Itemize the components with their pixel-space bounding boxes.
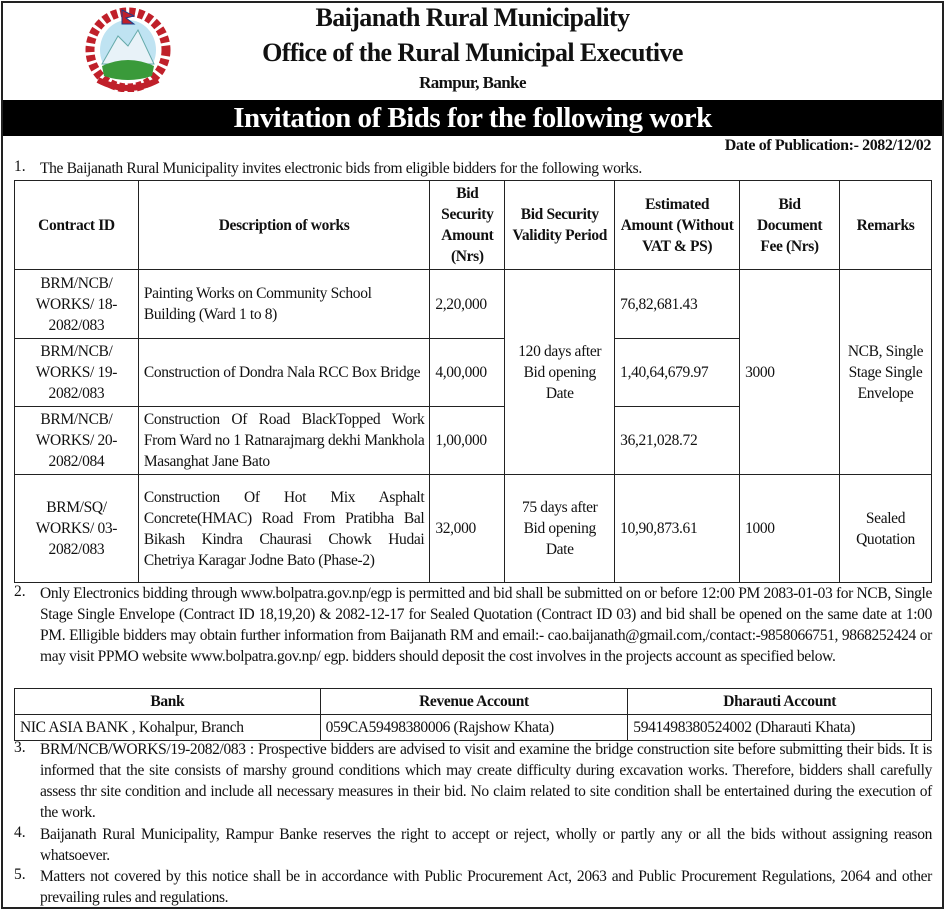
item-number: 1. (14, 158, 26, 175)
item-5-text: Matters not covered by this notice shall… (40, 868, 932, 906)
dharauti-account: 5941498380524002 (Dharauti Khata) (627, 714, 932, 741)
table-row: BRM/NCB/ WORKS/ 20-2082/084 Construction… (14, 406, 932, 475)
revenue-account: 059CA59498380006 (Rajshow Khata) (319, 714, 629, 741)
column-header: Remarks (839, 180, 932, 270)
remarks: Sealed Quotation (839, 474, 932, 583)
remarks: NCB, Single Stage Single Envelope (839, 269, 932, 475)
document-fee: 1000 (739, 474, 841, 583)
contract-id: BRM/NCB/ WORKS/ 18-2082/083 (14, 269, 139, 339)
bid-security: 4,00,000 (429, 338, 506, 407)
work-description: Construction Of Road BlackTopped Work Fr… (137, 406, 431, 475)
estimated-amount: 36,21,028.72 (614, 406, 741, 475)
publication-date: Date of Publication:- 2082/12/02 (724, 137, 932, 154)
column-header: Estimated Amount (Without VAT & PS) (614, 180, 741, 270)
bid-security: 1,00,000 (429, 406, 506, 475)
notice-banner: Invitation of Bids for the following wor… (3, 100, 942, 136)
item-3-text: BRM/NCB/WORKS/19-2082/083 : Prospective … (40, 741, 932, 821)
bid-security: 32,000 (429, 474, 506, 583)
column-header: Bid Security Amount (Nrs) (429, 180, 506, 270)
contract-id: BRM/SQ/ WORKS/ 03-2082/083 (14, 474, 139, 583)
contract-id: BRM/NCB/ WORKS/ 19-2082/083 (14, 338, 139, 407)
item-2-text: Only Electronics bidding through www.bol… (40, 585, 932, 665)
table-row: BRM/NCB/ WORKS/ 18-2082/083 Painting Wor… (14, 269, 932, 475)
estimated-amount: 76,82,681.43 (614, 269, 741, 339)
office-subtitle: Office of the Rural Municipal Executive (262, 38, 683, 67)
column-header: Dharauti Account (627, 688, 932, 715)
table-row: BRM/SQ/ WORKS/ 03-2082/083 Construction … (14, 474, 932, 583)
header: Baijanath Rural Municipality Office of t… (0, 0, 945, 100)
bank-table: Bank Revenue Account Dharauti Account NI… (14, 688, 932, 741)
contract-id: BRM/NCB/ WORKS/ 20-2082/084 (14, 406, 139, 475)
bids-table: Contract ID Description of works Bid Sec… (14, 180, 932, 583)
bid-security: 2,20,000 (429, 269, 506, 339)
table-row: NIC ASIA BANK , Kohalpur, Branch 059CA59… (14, 714, 932, 741)
column-header: Bank (14, 688, 321, 715)
item-number: 5. (14, 866, 26, 883)
work-description: Painting Works on Community School Build… (137, 269, 431, 339)
item-4-text: Baijanath Rural Municipality, Rampur Ban… (40, 826, 932, 864)
table-header-row: Contract ID Description of works Bid Sec… (14, 180, 932, 270)
work-description: Construction Of Hot Mix Asphalt Concrete… (137, 474, 431, 583)
work-description: Construction of Dondra Nala RCC Box Brid… (137, 338, 431, 407)
column-header: Bid Document Fee (Nrs) (739, 180, 841, 270)
validity-period: 75 days after Bid opening Date (504, 474, 616, 583)
validity-period: 120 days after Bid opening Date (504, 269, 616, 475)
table-row: BRM/NCB/ WORKS/ 19-2082/083 Construction… (14, 338, 932, 407)
item-1-text: The Baijanath Rural Municipality invites… (40, 160, 642, 177)
column-header: Contract ID (14, 180, 139, 270)
column-header: Description of works (137, 180, 431, 270)
municipality-emblem-logo (85, 7, 171, 92)
estimated-amount: 10,90,873.61 (614, 474, 741, 583)
document-fee: 3000 (739, 269, 841, 475)
item-number: 3. (14, 739, 26, 756)
address: Rampur, Banke (419, 73, 526, 92)
column-header: Bid Security Validity Period (504, 180, 616, 270)
table-header-row: Bank Revenue Account Dharauti Account (14, 688, 932, 715)
item-number: 2. (14, 583, 26, 600)
bank-name: NIC ASIA BANK , Kohalpur, Branch (14, 714, 321, 741)
item-number: 4. (14, 824, 26, 841)
municipality-title: Baijanath Rural Municipality (315, 3, 630, 32)
estimated-amount: 1,40,64,679.97 (614, 338, 741, 407)
column-header: Revenue Account (319, 688, 629, 715)
